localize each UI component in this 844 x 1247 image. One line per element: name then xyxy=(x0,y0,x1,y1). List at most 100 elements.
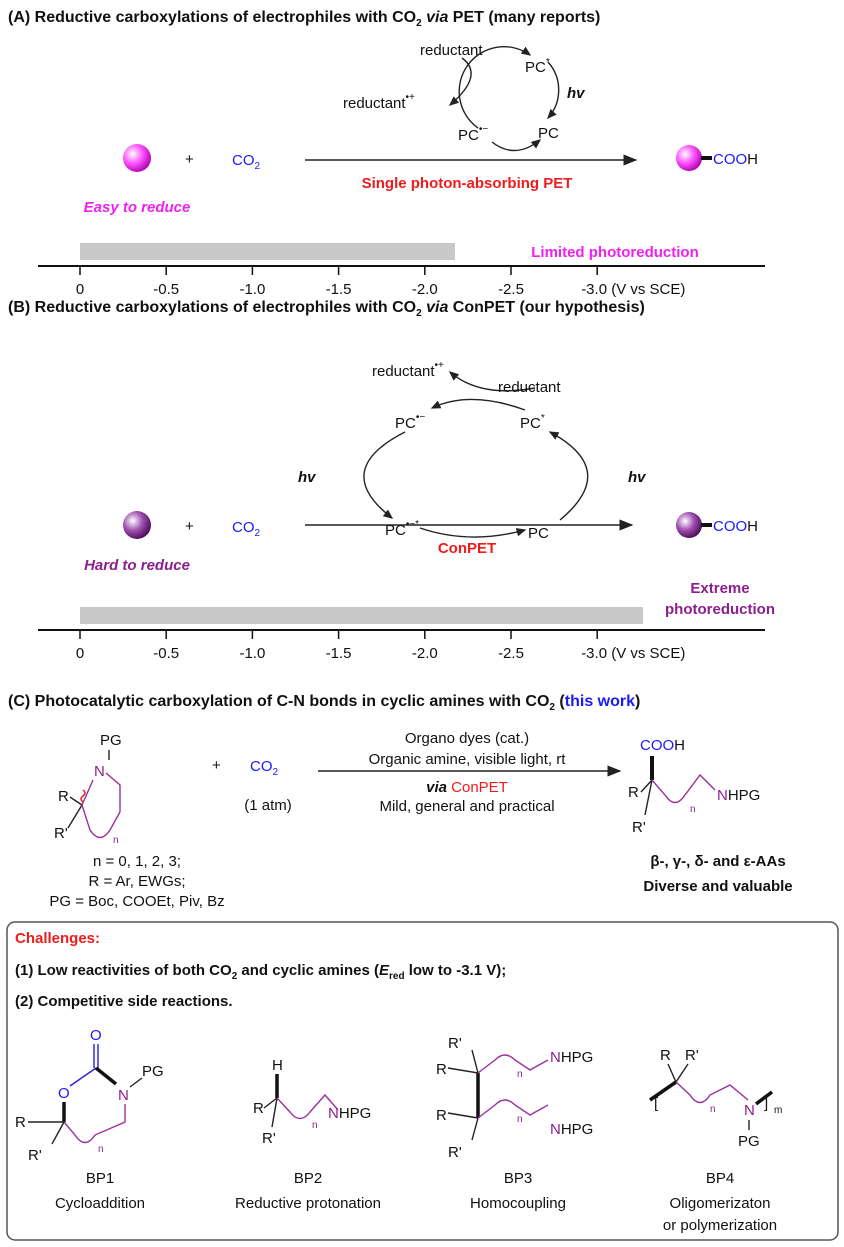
ring-bond xyxy=(81,804,121,839)
atom-h: H xyxy=(272,1057,283,1074)
byproduct-name: Oligomerizaton xyxy=(670,1195,771,1212)
pc-radical-anion-label: PC•− xyxy=(395,412,425,432)
axis-tick-label: -1.0 xyxy=(239,645,265,662)
condition-line: Mild, general and practical xyxy=(379,798,554,815)
challenge-item-1: (1) Low reactivities of both CO2 and cyc… xyxy=(15,962,506,982)
bracket-close: ] xyxy=(764,1095,768,1112)
atom-pg: PG xyxy=(100,732,122,749)
sm-note: PG = Boc, COOEt, Piv, Bz xyxy=(49,893,224,910)
bond xyxy=(447,1049,479,1074)
atom-r: R xyxy=(58,788,69,805)
panel-c-title: (C) Photocatalytic carboxylation of C-N … xyxy=(8,693,640,713)
atom-nhpg: NHPG xyxy=(550,1049,593,1066)
atom-cooh: COOH xyxy=(640,737,685,754)
pc-ground-label: PC xyxy=(538,125,559,142)
byproduct-id: BP3 xyxy=(504,1170,532,1187)
atom-pg: PG xyxy=(142,1063,164,1080)
hv-left-label: hv xyxy=(298,469,317,486)
axis-tick-label: -1.5 xyxy=(326,645,352,662)
axis-tick-label: 0 xyxy=(76,281,84,298)
atom-r-prime: R' xyxy=(448,1144,462,1161)
byproduct-name-line2: or polymerization xyxy=(663,1217,777,1234)
atom-nhpg: NHPG xyxy=(328,1105,371,1122)
plus-sign: + xyxy=(212,757,221,774)
atom-r: R xyxy=(660,1047,671,1064)
product-sphere-icon xyxy=(676,145,702,171)
chain-bond xyxy=(276,1093,339,1120)
atom-r: R xyxy=(253,1100,264,1117)
ring-bond xyxy=(63,1104,126,1144)
panel-c: (C) Photocatalytic carboxylation of C-N … xyxy=(8,693,793,910)
bar-label-line2: photoreduction xyxy=(665,601,775,618)
atom-o: O xyxy=(58,1085,70,1102)
subscript-m: m xyxy=(774,1105,782,1116)
panel-b-title: (B) Reductive carboxylations of electrop… xyxy=(8,299,645,319)
bond xyxy=(129,1077,143,1088)
challenges-heading: Challenges: xyxy=(15,930,100,947)
bond xyxy=(447,1112,479,1141)
subscript-n: n xyxy=(113,835,119,846)
panel-b: (B) Reductive carboxylations of electrop… xyxy=(8,299,775,662)
chain-bond xyxy=(675,1081,749,1104)
substrate-label: Hard to reduce xyxy=(84,557,190,574)
byproduct-bp1: O O N PG n R R' BP1 Cycloaddition xyxy=(15,1027,164,1212)
photocatalytic-cycle-b: reductant•+ reductant PC•− PC* hv hv PC•… xyxy=(298,360,647,542)
chain-bond xyxy=(651,773,716,804)
product-sphere-icon xyxy=(676,512,702,538)
axis-tick-label: -1.0 xyxy=(239,281,265,298)
cycle-arc-left xyxy=(363,431,406,519)
challenge-item-2: (2) Competitive side reactions. xyxy=(15,993,233,1010)
reductant-oxidized-label: reductant•+ xyxy=(343,92,415,112)
atom-r-prime: R' xyxy=(28,1147,42,1164)
cycle-arc-right xyxy=(547,61,560,120)
electrophile-sphere-icon xyxy=(123,144,151,172)
reductant-label: reductant xyxy=(498,379,561,396)
reductant-label: reductant xyxy=(420,42,483,59)
bracket-open: [ xyxy=(654,1095,659,1112)
challenges-frame xyxy=(6,921,839,1241)
co2-pressure: (1 atm) xyxy=(244,797,292,814)
sm-note: n = 0, 1, 2, 3; xyxy=(93,853,181,870)
subscript-n: n xyxy=(517,1114,523,1125)
potential-range-bar xyxy=(80,243,455,260)
co2-label: CO2 xyxy=(232,152,261,172)
bold-bond xyxy=(754,1090,774,1106)
axis-tick-label: -0.5 xyxy=(153,281,179,298)
via-conpet-label: via ConPET xyxy=(426,779,508,796)
subscript-n: n xyxy=(98,1144,104,1155)
cycle-arc-left xyxy=(458,45,532,129)
axis-tick-label: 0 xyxy=(76,645,84,662)
subscript-n: n xyxy=(312,1120,318,1131)
product-cooh: COOH xyxy=(713,518,758,535)
co2-label: CO2 xyxy=(250,758,279,778)
chain-bond xyxy=(477,1099,549,1119)
atom-o: O xyxy=(90,1027,102,1044)
condition-line: Organo dyes (cat.) xyxy=(405,730,529,747)
cycle-arc-right xyxy=(548,431,589,521)
subscript-n: n xyxy=(690,804,696,815)
atom-n: N xyxy=(94,763,105,780)
atom-r-prime: R' xyxy=(448,1035,462,1052)
arrow-label: Single photon-absorbing PET xyxy=(362,175,573,192)
potential-range-bar xyxy=(80,607,643,624)
byproduct-id: BP1 xyxy=(86,1170,114,1187)
byproduct-bp3: R' R n n NHPG NHPG R R' BP3 Homocoupling xyxy=(436,1035,593,1212)
sm-note: R = Ar, EWGs; xyxy=(88,873,185,890)
panel-a-title: (A) Reductive carboxylations of electrop… xyxy=(8,9,600,29)
axis-tick-label: -3.0 (V vs SCE) xyxy=(581,281,685,298)
bold-bond xyxy=(649,1080,677,1102)
photocatalytic-cycle-a: reductant reductant•+ PC* hv PC•− PC xyxy=(343,42,586,152)
atom-r: R xyxy=(436,1061,447,1078)
reductant-arrow xyxy=(448,57,472,106)
cyclic-amine-structure: PG N R R' n xyxy=(54,732,122,846)
arrow-label: ConPET xyxy=(438,540,496,557)
atom-r-prime: R' xyxy=(54,825,68,842)
atom-nhpg: NHPG xyxy=(550,1121,593,1138)
byproduct-id: BP2 xyxy=(294,1170,322,1187)
axis-tick-label: -3.0 (V vs SCE) xyxy=(581,645,685,662)
bond xyxy=(640,777,654,816)
amino-acid-product-structure: COOH R R' n NHPG xyxy=(628,737,760,836)
byproduct-name: Homocoupling xyxy=(470,1195,566,1212)
